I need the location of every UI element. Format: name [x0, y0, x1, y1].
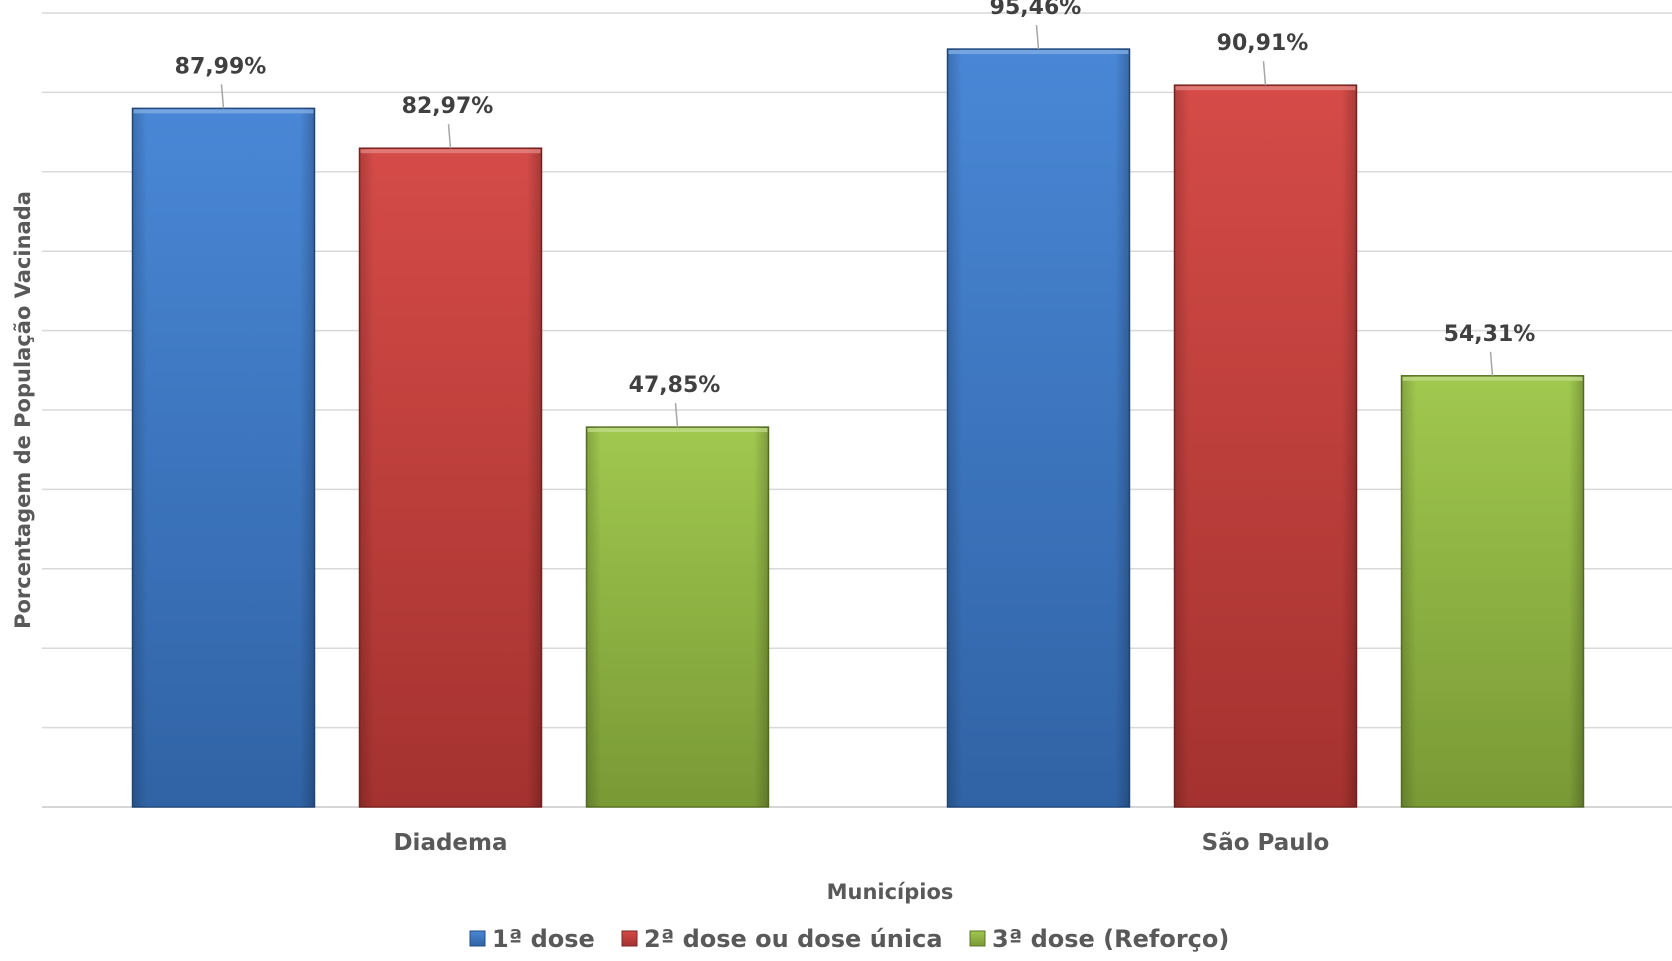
x-axis-title: Municípios [827, 880, 954, 904]
data-label: 47,85% [629, 373, 721, 398]
bar-highlight [948, 50, 1129, 55]
data-label-leader [447, 124, 452, 149]
legend-label: 2ª dose ou dose única [644, 925, 943, 953]
legend: 1ª dose 2ª dose ou dose única 3ª dose (Ref… [469, 925, 1229, 953]
data-label: 90,91% [1217, 31, 1309, 56]
data-label: 54,31% [1444, 322, 1536, 347]
bar-s-o-paulo-series-1 [946, 48, 1131, 808]
bars [131, 48, 1585, 808]
bar-highlight [360, 149, 541, 154]
legend-swatch [469, 930, 486, 947]
data-label-leader [1262, 61, 1267, 86]
data-label: 95,46% [990, 0, 1082, 20]
data-label: 87,99% [175, 54, 267, 79]
data-label-leader [1489, 351, 1494, 376]
legend-item: 2ª dose ou dose única [621, 925, 943, 953]
data-label: 82,97% [402, 94, 494, 119]
bar-s-o-paulo-series-3 [1400, 375, 1585, 808]
data-label-leader [674, 403, 679, 428]
bar-highlight [1175, 86, 1356, 91]
bar-highlight [587, 428, 768, 433]
bar-diadema-series-1 [131, 107, 316, 808]
data-label-leader [1035, 24, 1040, 50]
bar-diadema-series-2 [358, 147, 543, 808]
bar-highlight [1402, 376, 1583, 381]
category-label: Diadema [393, 830, 507, 856]
data-label-leader [220, 84, 225, 109]
data-labels: 87,99% 82,97% 47,85% 95,46% 90,91% 54,31% [175, 0, 1536, 428]
y-axis-title: Porcentagem de População Vacinada [11, 191, 35, 629]
category-labels: Diadema São Paulo [393, 830, 1329, 856]
legend-swatch [969, 930, 986, 947]
bar-s-o-paulo-series-2 [1173, 84, 1358, 808]
legend-label: 1ª dose [492, 925, 595, 953]
legend-swatch [621, 930, 638, 947]
legend-label: 3ª dose (Reforço) [992, 925, 1229, 953]
legend-item: 3ª dose (Reforço) [969, 925, 1229, 953]
legend-item: 1ª dose [469, 925, 595, 953]
bar-highlight [133, 109, 314, 114]
bar-diadema-series-3 [585, 426, 770, 808]
category-label: São Paulo [1202, 830, 1330, 856]
